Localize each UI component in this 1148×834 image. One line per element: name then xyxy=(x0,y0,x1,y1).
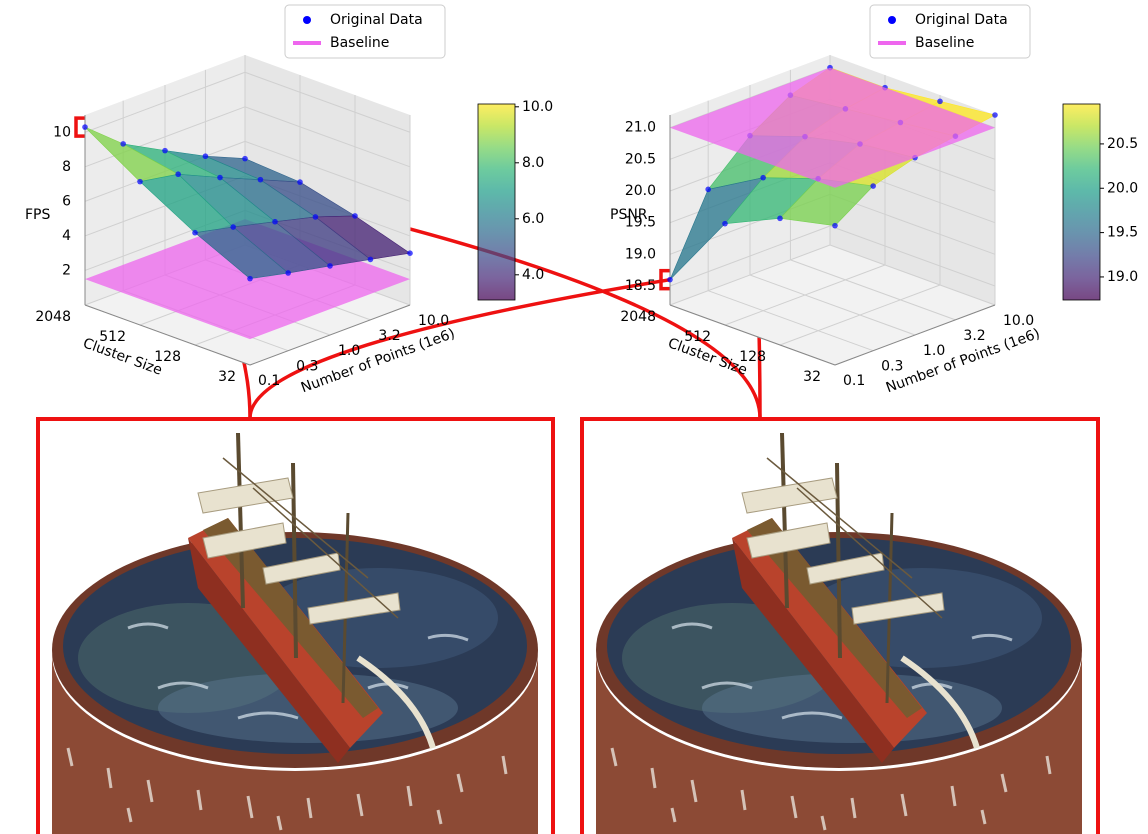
colorbar xyxy=(1063,104,1100,300)
z-tick-label: 19.0 xyxy=(625,246,656,262)
x-tick-label: 2048 xyxy=(35,309,71,325)
colorbar-tick-label: 10.0 xyxy=(522,99,553,115)
data-point xyxy=(705,187,711,193)
colorbar xyxy=(478,104,515,300)
data-point xyxy=(667,277,673,283)
y-tick-label: 3.2 xyxy=(963,328,985,344)
chart-3d: 18.519.019.520.020.521.03212851220480.10… xyxy=(610,5,1138,396)
data-point xyxy=(137,179,143,185)
data-point xyxy=(285,270,291,276)
x-tick-label: 2048 xyxy=(620,309,656,325)
data-point xyxy=(203,153,209,159)
data-point xyxy=(258,177,264,183)
data-point xyxy=(162,148,168,154)
z-tick-label: 6 xyxy=(62,193,71,209)
z-tick-label: 4 xyxy=(62,228,71,244)
data-point xyxy=(777,216,783,222)
y-tick-label: 10.0 xyxy=(1003,313,1034,329)
colorbar-tick-label: 6.0 xyxy=(522,211,544,227)
rendered-image-right xyxy=(582,418,1097,834)
y-tick-label: 1.0 xyxy=(923,343,945,359)
data-point xyxy=(217,175,223,181)
colorbar-tick-label: 19.5 xyxy=(1107,225,1138,241)
z-tick-label: 10 xyxy=(53,124,71,140)
y-tick-label: 3.2 xyxy=(378,328,400,344)
figure: 2468103212851220480.10.31.03.210.0Cluste… xyxy=(0,0,1148,834)
x-tick-label: 32 xyxy=(218,369,236,385)
z-axis-label: FPS xyxy=(25,207,50,223)
z-tick-label: 8 xyxy=(62,159,71,175)
colorbar-tick-label: 20.5 xyxy=(1107,136,1138,152)
x-tick-label: 32 xyxy=(803,369,821,385)
z-axis-label: PSNR xyxy=(610,207,648,223)
data-point xyxy=(82,124,88,130)
data-point xyxy=(407,250,413,256)
data-point xyxy=(230,224,236,230)
z-tick-label: 20.0 xyxy=(625,183,656,199)
legend-marker xyxy=(303,16,311,24)
y-tick-label: 10.0 xyxy=(418,313,449,329)
image-content xyxy=(38,418,553,834)
data-point xyxy=(327,263,333,269)
data-point xyxy=(297,179,303,185)
data-point xyxy=(272,219,278,225)
colorbar-tick-label: 8.0 xyxy=(522,155,544,171)
z-tick-label: 2 xyxy=(62,262,71,278)
data-point xyxy=(368,257,374,263)
colorbar-tick-label: 4.0 xyxy=(522,267,544,283)
data-point xyxy=(870,183,876,189)
legend-marker xyxy=(888,16,896,24)
data-point xyxy=(313,214,319,220)
colorbar-tick-label: 19.0 xyxy=(1107,269,1138,285)
data-point xyxy=(722,221,728,227)
legend-label: Baseline xyxy=(915,35,974,51)
data-point xyxy=(120,141,126,147)
y-tick-label: 0.3 xyxy=(296,359,318,375)
data-point xyxy=(192,230,198,236)
legend-label: Baseline xyxy=(330,35,389,51)
data-point xyxy=(175,171,181,177)
rendered-image-left xyxy=(38,418,553,834)
page: {"chart_data": [ {"type": "surface3d", "… xyxy=(0,0,1148,834)
data-point xyxy=(247,276,253,282)
data-point xyxy=(760,175,766,181)
y-tick-label: 0.1 xyxy=(258,373,280,389)
chart-3d: 2468103212851220480.10.31.03.210.0Cluste… xyxy=(25,5,553,396)
data-point xyxy=(832,223,838,229)
z-tick-label: 18.5 xyxy=(625,278,656,294)
data-point xyxy=(937,99,943,105)
y-tick-label: 0.3 xyxy=(881,359,903,375)
colorbar-tick-label: 20.0 xyxy=(1107,180,1138,196)
legend-label: Original Data xyxy=(330,12,423,28)
data-point xyxy=(992,112,998,118)
z-tick-label: 21.0 xyxy=(625,120,656,136)
image-content xyxy=(582,418,1097,834)
data-point xyxy=(352,213,358,219)
z-tick-label: 20.5 xyxy=(625,151,656,167)
data-point xyxy=(242,156,248,162)
y-tick-label: 0.1 xyxy=(843,373,865,389)
y-tick-label: 1.0 xyxy=(338,343,360,359)
legend-label: Original Data xyxy=(915,12,1008,28)
